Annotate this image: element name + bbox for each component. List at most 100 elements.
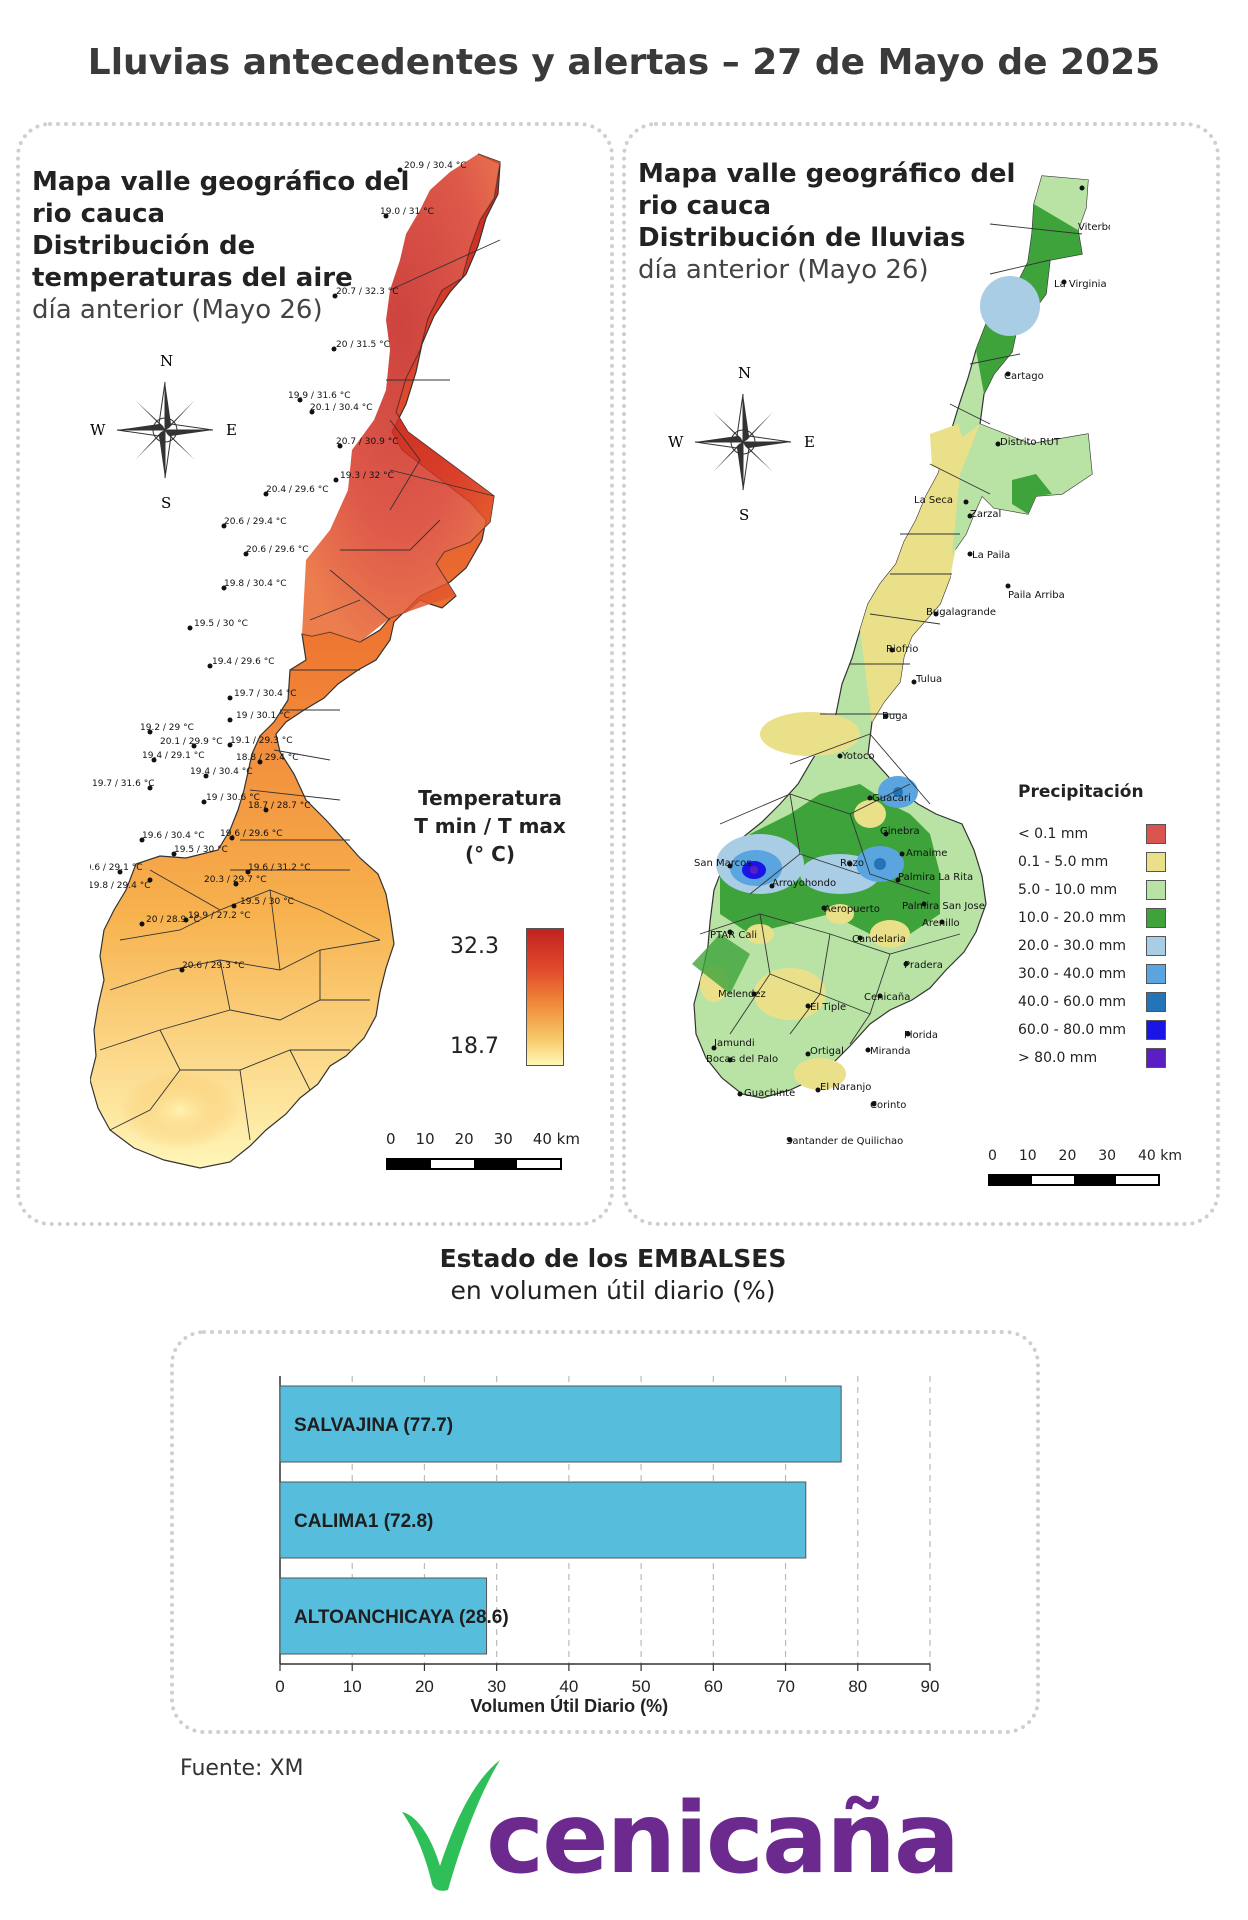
place-label: Candelaria	[852, 934, 906, 945]
rain-title-line: rio cauca	[638, 191, 772, 221]
rain-title-line: Distribución de lluvias	[638, 223, 966, 253]
station-label: 19.4 / 30.4 °C	[190, 767, 252, 777]
compass-west: W	[90, 421, 106, 439]
place-label: Aeropuerto	[824, 904, 880, 915]
station-label: 19.0 / 31 °C	[380, 207, 434, 217]
reservoirs-title: Estado de los EMBALSES	[439, 1244, 787, 1273]
station-label: 20.4 / 29.6 °C	[266, 485, 328, 495]
precipitation-legend-swatch	[1146, 964, 1166, 984]
place-label: La Paila	[972, 550, 1010, 561]
x-tick-label: 70	[776, 1677, 795, 1696]
scale-tick: 0	[386, 1130, 396, 1148]
station-label: 19.5 / 30 °C	[194, 619, 248, 629]
temperature-title-line: Mapa valle geográfico del	[32, 167, 410, 197]
scale-tick: 10	[1018, 1148, 1037, 1164]
station-label: 20.6 / 29.1 °C	[90, 863, 142, 873]
precipitation-legend-swatch	[1146, 992, 1166, 1012]
station-label: 19.8 / 29.4 °C	[90, 881, 150, 891]
page-title: Lluvias antecedentes y alertas – 27 de M…	[87, 42, 1161, 83]
scale-tick: 10	[415, 1130, 435, 1148]
place-label: Melendez	[718, 989, 766, 1000]
place-label: Viterbo	[1078, 222, 1110, 233]
precipitation-legend-item: 0.1 - 5.0 mm	[1018, 848, 1198, 876]
station-label: 19.5 / 30 °C	[240, 897, 294, 907]
reservoir-bar	[279, 1385, 842, 1463]
scale-bar: 0 10 20 30 40 km	[386, 1130, 586, 1186]
station-label: 20 / 31.5 °C	[336, 340, 390, 350]
reservoirs-subtitle: en volumen útil diario (%)	[450, 1276, 776, 1305]
temperature-legend-min: 18.7	[450, 1034, 499, 1059]
place-label: La Virginia	[1054, 279, 1107, 290]
place-label: Ginebra	[880, 826, 920, 837]
place-label: Arenillo	[922, 918, 960, 929]
compass-north: N	[160, 352, 173, 370]
place-label: Distrito RUT	[1000, 437, 1061, 448]
station-label: 19.4 / 29.6 °C	[212, 657, 274, 667]
place-label: Zarzal	[970, 509, 1001, 520]
temperature-legend-title-line: Temperatura	[418, 786, 562, 810]
precipitation-legend-item: < 0.1 mm	[1018, 820, 1198, 848]
scale-bar: 0 10 20 30 40 km	[988, 1148, 1188, 1204]
compass-north: N	[738, 364, 751, 382]
scale-tick: 30	[493, 1130, 513, 1148]
compass-south: S	[161, 494, 171, 508]
precipitation-legend-item: 60.0 - 80.0 mm	[1018, 1016, 1198, 1044]
station-label: 19.1 / 29.3 °C	[230, 736, 292, 746]
scale-tick: 20	[1058, 1148, 1077, 1164]
temperature-legend-title-line: T min / T max	[414, 814, 566, 838]
station-label: 20.1 / 30.4 °C	[310, 403, 372, 413]
station-label: 19 / 30.6 °C	[206, 793, 260, 803]
station-label: 19.6 / 29.6 °C	[220, 829, 282, 839]
precipitation-legend-item: 10.0 - 20.0 mm	[1018, 904, 1198, 932]
place-label: Palmira San Jose	[902, 901, 985, 912]
reservoir-bar-label: ALTOANCHICAYA (28.6)	[294, 1607, 509, 1628]
temperature-legend-title: Temperatura T min / T max (° C)	[400, 784, 580, 868]
reservoir-bar	[279, 1577, 488, 1655]
precipitation-legend-swatch	[1146, 1020, 1166, 1040]
place-label: Yotoco	[841, 751, 875, 762]
place-label: San Marcos	[694, 858, 751, 869]
station-label: 19.2 / 29 °C	[140, 723, 194, 733]
place-label: Guachinte	[744, 1088, 795, 1099]
station-label: 19.4 / 29.1 °C	[142, 751, 204, 761]
precipitation-legend-swatch	[1146, 824, 1166, 844]
station-label: 19.6 / 31.2 °C	[248, 863, 310, 873]
place-label: Rozo	[840, 858, 864, 869]
place-label: Miranda	[870, 1046, 910, 1057]
precipitation-legend-label: 40.0 - 60.0 mm	[1018, 994, 1127, 1010]
reservoir-bar	[279, 1481, 807, 1559]
scale-tick: 40 km	[1137, 1148, 1182, 1164]
precipitation-legend-item: > 80.0 mm	[1018, 1044, 1198, 1072]
station-label: 20.9 / 30.4 °C	[404, 161, 466, 171]
temperature-title-line: rio cauca	[32, 199, 166, 229]
station-label: 19.3 / 32 °C	[340, 471, 394, 481]
place-label: PTAR Cali	[710, 930, 757, 941]
station-label: 20.6 / 29.6 °C	[246, 545, 308, 555]
temperature-stations: 20.9 / 30.4 °C 19.0 / 31 °C 20.7 / 32.3 …	[90, 161, 466, 973]
station-label: 19.5 / 30 °C	[174, 845, 228, 855]
precipitation-legend-label: > 80.0 mm	[1018, 1050, 1098, 1066]
station-label: 19 / 30.1 °C	[236, 711, 290, 721]
place-label: Florida	[904, 1030, 938, 1041]
x-tick-label: 80	[848, 1677, 867, 1696]
x-tick-label: 50	[632, 1677, 651, 1696]
place-label: Riofrio	[886, 644, 918, 655]
temperature-map-title: Mapa valle geográfico del rio cauca Dist…	[32, 166, 412, 326]
x-tick-label: 60	[704, 1677, 723, 1696]
compass-east: E	[804, 433, 815, 451]
reservoirs-bar-chart: 0 10 20 30 40 50 60 70 80 90 SALVAJINA (77.7) CALIM…	[275, 1376, 940, 1716]
reservoir-bar-label: SALVAJINA (77.7)	[294, 1415, 453, 1436]
x-axis-label: Volumen Útil Diario (%)	[470, 1695, 668, 1716]
station-label: 19.6 / 30.4 °C	[142, 831, 204, 841]
station-label: 20.1 / 29.9 °C	[160, 737, 222, 747]
precipitation-legend-item: 20.0 - 30.0 mm	[1018, 932, 1198, 960]
place-label: El Tiple	[810, 1002, 846, 1013]
temperature-legend-max: 32.3	[450, 934, 499, 959]
x-tick-label: 90	[921, 1677, 940, 1696]
rain-title-line: Mapa valle geográfico del	[638, 159, 1016, 189]
precipitation-legend-swatch	[1146, 936, 1166, 956]
cenicana-logo-mark-icon	[402, 1760, 500, 1891]
x-tick-label: 30	[487, 1677, 506, 1696]
temperature-map-panel	[16, 122, 614, 1226]
precipitation-legend-swatch	[1146, 880, 1166, 900]
